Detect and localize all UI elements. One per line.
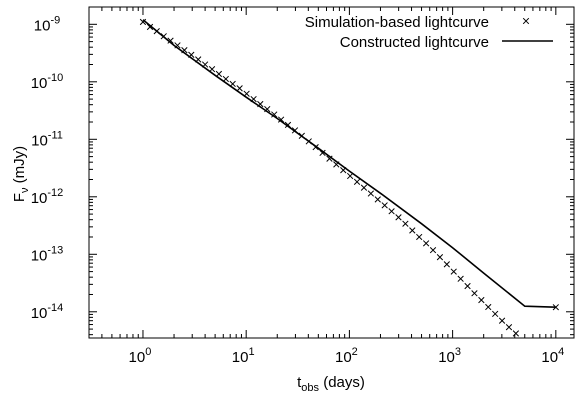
y-axis-title-unit: (mJy)	[11, 146, 28, 188]
simulation-point	[326, 155, 333, 162]
simulation-lightcurve-series	[139, 18, 559, 337]
simulation-point	[416, 233, 423, 241]
y-axis-title-sub: ν	[19, 187, 31, 193]
simulation-point	[257, 100, 264, 108]
simulation-point	[512, 330, 520, 337]
simulation-point	[312, 144, 319, 151]
x-tick-label: 102	[335, 346, 358, 366]
simulation-point	[167, 37, 174, 44]
simulation-point	[381, 202, 388, 209]
legend-marker-cross	[522, 17, 530, 25]
simulation-point	[215, 70, 223, 78]
simulation-point	[360, 184, 368, 191]
simulation-point	[195, 56, 202, 63]
simulation-point	[353, 178, 361, 185]
x-tick-label: 100	[129, 346, 152, 366]
x-axis-title-sub: obs	[301, 382, 319, 394]
simulation-point	[146, 23, 154, 31]
legend-label-constructed: Constructed lightcurve	[340, 34, 489, 51]
simulation-point	[181, 47, 188, 54]
simulation-point	[367, 190, 375, 197]
simulation-point	[139, 18, 147, 26]
x-axis-title: tobs (days)	[297, 374, 365, 394]
simulation-point	[498, 317, 506, 324]
simulation-point	[333, 161, 340, 168]
legend-label-simulation: Simulation-based lightcurve	[305, 14, 489, 31]
simulation-point	[229, 80, 236, 88]
constructed-lightcurve-series	[142, 19, 556, 308]
x-axis-title-main: t	[297, 374, 302, 391]
simulation-point	[464, 282, 471, 290]
x-tick-label: 103	[438, 346, 461, 366]
simulation-point	[422, 240, 430, 247]
y-tick-label: 10-13	[31, 244, 64, 264]
simulation-point	[388, 208, 395, 215]
simulation-point	[429, 247, 437, 254]
simulation-point	[222, 75, 229, 83]
x-tick-label: 104	[541, 346, 564, 366]
simulation-point	[264, 105, 271, 113]
simulation-point	[450, 268, 457, 275]
legend: Simulation-based lightcurve Constructed …	[305, 14, 553, 51]
simulation-point	[305, 138, 312, 145]
y-tick-label: 10-10	[31, 72, 64, 92]
y-axis-title-main: F	[11, 193, 28, 202]
y-tick-label: 10-9	[34, 14, 60, 34]
y-axis-title: Fν (mJy)	[11, 146, 31, 202]
simulation-point	[443, 261, 450, 268]
simulation-point	[395, 214, 402, 221]
simulation-point	[188, 51, 195, 58]
simulation-point	[457, 275, 464, 282]
y-tick-label: 10-11	[31, 129, 63, 149]
simulation-point	[492, 310, 499, 318]
simulation-point	[374, 196, 381, 203]
simulation-point	[340, 167, 347, 174]
simulation-point	[243, 90, 250, 97]
simulation-point	[319, 149, 326, 157]
simulation-point	[208, 65, 216, 73]
simulation-point	[478, 296, 485, 304]
y-tick-label: 10-14	[31, 302, 64, 322]
simulation-point	[505, 324, 513, 331]
legend-cross-glyph	[522, 17, 530, 25]
simulation-point	[160, 33, 167, 40]
x-axis-title-unit: (days)	[319, 374, 365, 391]
tick-labels: 100 101 102 103 104 10-9 10-10 10-11 10-12 10-13 1…	[31, 14, 565, 366]
simulation-point	[284, 121, 292, 129]
constructed-lightcurve-line	[142, 19, 556, 308]
y-tick-label: 10-12	[31, 187, 64, 207]
simulation-point	[153, 28, 160, 35]
simulation-point	[436, 254, 444, 261]
simulation-point	[277, 116, 285, 123]
simulation-point	[346, 172, 354, 180]
simulation-point	[298, 132, 305, 139]
simulation-point	[201, 61, 209, 68]
x-tick-label: 101	[232, 346, 255, 366]
plot-frame	[88, 6, 575, 339]
simulation-point	[552, 304, 559, 311]
simulation-point	[174, 42, 181, 49]
simulation-point	[409, 227, 416, 234]
simulation-point	[485, 303, 492, 311]
simulation-point	[471, 290, 478, 297]
axis-ticks	[88, 6, 574, 338]
simulation-point	[402, 220, 409, 227]
simulation-point	[250, 95, 257, 103]
simulation-point	[271, 111, 278, 118]
simulation-point	[236, 85, 243, 92]
simulation-point	[291, 127, 299, 134]
